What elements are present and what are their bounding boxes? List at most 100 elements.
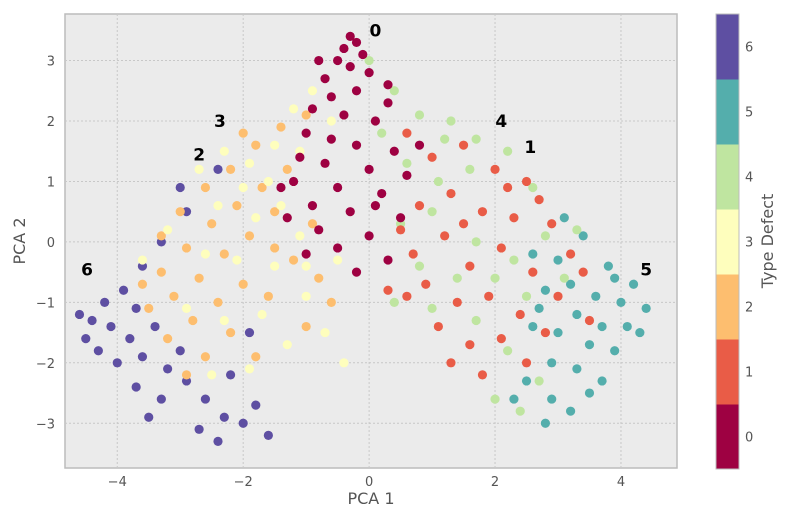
data-point-class-1 xyxy=(427,152,437,162)
data-point-class-3 xyxy=(282,340,292,350)
data-point-class-2 xyxy=(244,231,255,241)
data-point-class-1 xyxy=(509,213,519,223)
data-point-class-3 xyxy=(270,261,280,271)
data-point-class-4 xyxy=(534,376,544,386)
data-point-class-0 xyxy=(307,104,318,114)
scatter-points xyxy=(74,31,651,447)
data-point-class-1 xyxy=(402,128,412,138)
data-point-class-5 xyxy=(610,346,620,356)
data-point-class-6 xyxy=(213,436,223,447)
data-point-class-5 xyxy=(572,309,582,320)
data-point-class-2 xyxy=(181,243,192,253)
data-point-class-1 xyxy=(484,291,494,301)
y-axis-ticks: −3 −2 −1 0 1 2 3 xyxy=(36,55,55,433)
data-point-class-2 xyxy=(207,219,217,229)
data-point-class-2 xyxy=(270,243,280,253)
data-point-class-6 xyxy=(150,321,160,332)
data-point-class-6 xyxy=(163,364,173,374)
data-point-class-2 xyxy=(238,279,248,289)
data-point-class-3 xyxy=(219,315,229,326)
data-point-class-0 xyxy=(307,201,318,211)
data-point-class-5 xyxy=(597,376,607,386)
data-point-class-5 xyxy=(628,279,639,289)
data-point-class-2 xyxy=(163,334,173,344)
data-point-class-3 xyxy=(137,255,148,265)
data-point-class-2 xyxy=(200,352,211,362)
y-tick-label: 2 xyxy=(47,115,55,130)
data-point-class-0 xyxy=(351,86,362,96)
data-point-class-1 xyxy=(503,182,513,193)
colorbar-tick-label: 6 xyxy=(745,41,753,56)
data-point-class-4 xyxy=(471,134,481,144)
data-point-class-5 xyxy=(547,358,557,368)
cluster-label: 5 xyxy=(640,261,652,281)
data-point-class-1 xyxy=(383,285,393,295)
data-point-class-0 xyxy=(370,116,381,126)
data-point-class-2 xyxy=(276,122,286,132)
data-point-class-4 xyxy=(465,164,475,174)
plot-area xyxy=(64,13,678,469)
data-point-class-6 xyxy=(125,334,135,344)
data-point-class-6 xyxy=(181,207,192,217)
data-point-class-5 xyxy=(597,321,607,332)
data-point-class-2 xyxy=(270,207,280,217)
data-point-class-1 xyxy=(534,194,544,205)
data-point-class-4 xyxy=(377,128,387,138)
data-point-class-6 xyxy=(219,412,229,422)
data-point-class-0 xyxy=(314,55,324,66)
data-point-class-0 xyxy=(333,243,343,253)
data-point-class-6 xyxy=(100,297,110,307)
data-point-class-2 xyxy=(156,267,166,277)
data-point-class-5 xyxy=(509,394,519,404)
data-point-class-3 xyxy=(163,225,173,235)
data-point-class-2 xyxy=(301,321,311,332)
cluster-annotations: 0 32 41 6 5 xyxy=(81,21,652,280)
data-point-class-0 xyxy=(345,31,355,41)
y-axis-label: PCA 2 xyxy=(10,217,29,264)
data-point-class-0 xyxy=(351,267,362,277)
data-point-class-0 xyxy=(276,182,286,193)
data-point-class-0 xyxy=(339,43,349,54)
data-point-class-0 xyxy=(288,176,299,187)
data-point-class-1 xyxy=(515,309,525,320)
x-tick-label: 0 xyxy=(365,475,373,490)
cluster-label: 6 xyxy=(81,261,93,281)
cluster-label: 4 xyxy=(495,112,507,132)
data-point-class-4 xyxy=(559,273,569,283)
data-point-class-1 xyxy=(458,219,469,229)
data-point-class-2 xyxy=(257,182,267,193)
data-point-class-5 xyxy=(572,364,582,374)
data-point-class-0 xyxy=(314,225,324,235)
data-point-class-2 xyxy=(251,352,261,362)
data-point-class-1 xyxy=(578,267,588,277)
x-tick-label: 4 xyxy=(617,475,625,490)
y-tick-label: 1 xyxy=(47,175,55,190)
data-point-class-0 xyxy=(351,37,362,48)
data-point-class-2 xyxy=(263,291,273,301)
colorbar-tick-label: 0 xyxy=(745,431,753,446)
data-point-class-5 xyxy=(528,249,538,259)
data-point-class-1 xyxy=(421,279,431,289)
data-point-class-5 xyxy=(559,213,569,223)
data-point-class-1 xyxy=(395,225,406,235)
data-point-class-4 xyxy=(414,261,425,271)
colorbar-segment xyxy=(716,14,739,80)
colorbar-tick-label: 1 xyxy=(745,366,753,381)
data-point-class-3 xyxy=(238,182,248,193)
data-point-class-4 xyxy=(389,297,399,307)
data-point-class-4 xyxy=(490,273,500,283)
data-point-class-0 xyxy=(320,158,330,168)
data-point-class-1 xyxy=(490,164,500,174)
data-point-class-3 xyxy=(257,309,267,320)
data-point-class-3 xyxy=(301,291,311,301)
data-point-class-5 xyxy=(616,297,626,307)
data-point-class-1 xyxy=(465,340,475,350)
data-point-class-3 xyxy=(181,303,192,314)
x-tick-label: −2 xyxy=(234,475,253,490)
data-point-class-6 xyxy=(131,303,141,314)
data-point-class-5 xyxy=(565,279,576,289)
data-point-class-2 xyxy=(307,219,318,229)
colorbar-segment xyxy=(716,339,739,405)
data-point-class-5 xyxy=(584,340,595,350)
data-point-class-5 xyxy=(584,388,595,398)
